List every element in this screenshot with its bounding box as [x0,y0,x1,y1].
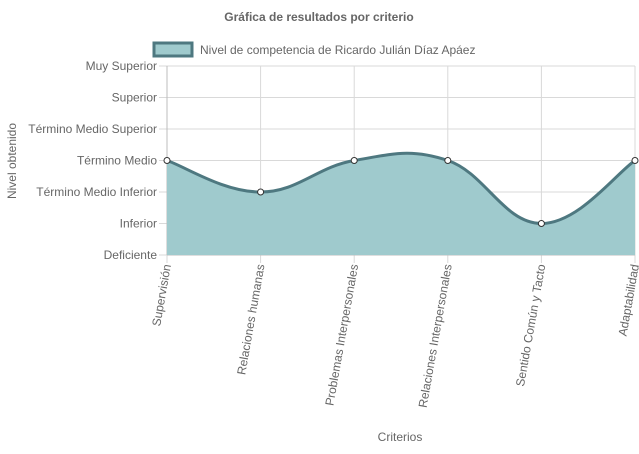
data-point[interactable] [350,157,358,164]
legend-swatch [152,41,194,58]
x-tick-label: Relaciones humanas [234,263,267,376]
series-area-fill [167,153,635,255]
y-axis-label: Nivel obtenido [5,123,19,199]
legend-label: Nivel de competencia de Ricardo Julián D… [200,43,475,57]
x-tick-label: Adaptabilidad [616,263,639,337]
x-tick-label: Relaciones Interpersonales [416,263,455,409]
y-tick-label: Término Medio Inferior [36,185,157,199]
x-axis-tick-labels: Supervisión Relaciones humanas Problemas I… [149,263,639,409]
data-point[interactable] [257,188,265,196]
y-tick-label: Inferior [120,217,157,231]
y-axis-tick-labels: Deficiente Inferior Término Medio Inferior… [28,59,157,262]
series-points [163,157,639,227]
y-tick-label: Muy Superior [86,59,157,73]
chart-title: Gráfica de resultados por criterio [224,10,413,24]
y-tick-label: Deficiente [104,248,158,262]
data-point[interactable] [163,157,171,164]
x-tick-label: Problemas Interpersonales [322,263,361,407]
x-axis-label: Criterios [378,430,423,444]
y-tick-label: Término Medio [77,154,157,168]
x-tick-label: Sentido Común y Tacto [513,263,548,388]
x-tick-label: Supervisión [149,263,174,327]
series-area [166,151,636,255]
data-point[interactable] [631,157,639,164]
data-point[interactable] [537,220,545,227]
y-tick-label: Superior [112,91,157,105]
data-point[interactable] [444,157,452,164]
y-tick-label: Término Medio Superior [28,122,157,136]
legend[interactable]: Nivel de competencia de Ricardo Julián D… [152,41,475,58]
series-line [166,151,636,226]
